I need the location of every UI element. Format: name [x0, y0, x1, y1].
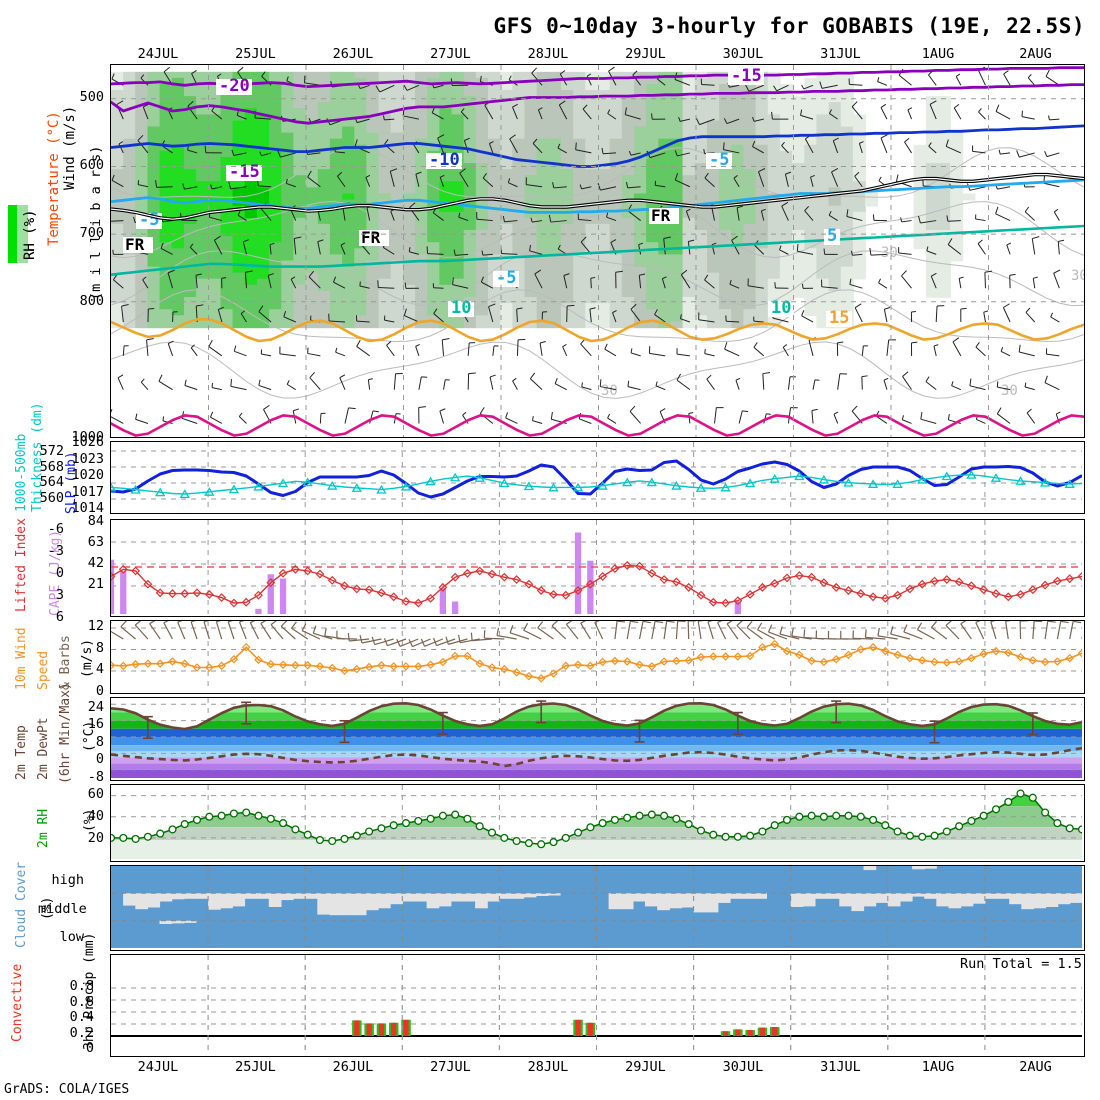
date-label-27jul: 27JUL: [430, 1059, 471, 1075]
rh-legend-swatch: [8, 205, 28, 263]
date-label-25jul: 25JUL: [235, 1059, 276, 1075]
date-label-26jul: 26JUL: [332, 1059, 374, 1075]
y-tick: 12: [87, 618, 104, 634]
svg-text:FR: FR: [361, 228, 381, 247]
svg-text:FR: FR: [125, 235, 145, 254]
date-label-29jul: 29JUL: [625, 46, 666, 62]
y-tick: 84: [87, 513, 104, 529]
panel-temp-2m: [110, 697, 1085, 781]
svg-text:-5: -5: [709, 150, 729, 170]
y-tick: 0: [85, 1040, 94, 1057]
y-tick: 0: [55, 565, 64, 581]
date-label-31jul: 31JUL: [820, 46, 861, 62]
run-total-label: Run Total = 1.5: [960, 956, 1082, 972]
credit-label: GrADS: COLA/IGES: [4, 1082, 130, 1097]
date-label-30jul: 30JUL: [722, 46, 764, 62]
y-tick: -6: [47, 521, 64, 537]
svg-text:-10: -10: [429, 150, 460, 170]
y-tick: 24: [87, 699, 104, 715]
date-label-26jul: 26JUL: [332, 46, 374, 62]
y-tick: middle: [38, 900, 87, 917]
svg-text:10: 10: [771, 298, 791, 318]
svg-text:-20: -20: [219, 76, 250, 96]
top-date-axis: 24JUL 25JUL 26JUL 27JUL 28JUL 29JUL 30JUL 31JUL…: [110, 46, 1085, 64]
date-label-24jul: 24JUL: [137, 46, 179, 62]
svg-text:30: 30: [601, 383, 618, 399]
svg-text:30: 30: [411, 223, 428, 239]
y-tick: 600: [79, 157, 104, 173]
y-tick: 1023: [71, 450, 104, 467]
panel-slp-thickness: [110, 441, 1085, 514]
svg-text:30: 30: [1071, 268, 1084, 284]
y-tick: 0.4: [69, 1009, 94, 1026]
date-label-1aug: 1AUG: [921, 1059, 955, 1075]
vertical-axis-labels: Wind (m/s) Temperature (°C) RH (%) (m i l l…: [0, 0, 110, 1100]
svg-text:-15: -15: [731, 66, 762, 86]
y-tick: 21: [87, 576, 104, 592]
y-tick: 40: [87, 808, 104, 824]
y-tick: 6: [55, 609, 64, 625]
panel-rh-2m: [110, 784, 1085, 862]
svg-text:-5: -5: [496, 268, 516, 288]
y-tick: 700: [79, 225, 104, 241]
y-tick: -8: [87, 768, 104, 785]
date-label-2aug: 2AUG: [1019, 46, 1052, 62]
panel-upper-air: 3030303030-20-15-15-10-5-5-555101015FRFR…: [110, 64, 1085, 438]
date-label-24jul: 24JUL: [137, 1059, 179, 1075]
y-tick: -3: [47, 543, 64, 559]
date-label-1aug: 1AUG: [921, 46, 955, 62]
date-label-28jul: 28JUL: [527, 46, 569, 62]
panel-cloud-cover: [110, 865, 1085, 951]
svg-text:15: 15: [829, 308, 849, 328]
svg-text:30: 30: [881, 245, 898, 261]
y-tick: 20: [87, 830, 104, 846]
y-tick: 560: [39, 489, 64, 506]
svg-text:10: 10: [451, 298, 471, 318]
bottom-date-axis: 24JUL 25JUL 26JUL 27JUL 28JUL 29JUL 30JUL 31JUL…: [110, 1059, 1085, 1079]
panel-cape-li: [110, 519, 1085, 617]
page-title: GFS 0~10day 3-hourly for GOBABIS (19E, 2…: [493, 14, 1085, 38]
date-label-31jul: 31JUL: [820, 1059, 861, 1075]
date-label-2aug: 2AUG: [1019, 1059, 1052, 1075]
svg-text:30: 30: [1001, 383, 1018, 399]
date-label-29jul: 29JUL: [625, 1059, 666, 1075]
y-tick: 1017: [71, 483, 104, 500]
y-tick: 1000: [71, 429, 104, 445]
y-tick: high: [51, 872, 84, 888]
y-tick: 564: [39, 474, 64, 490]
y-tick: 568: [39, 458, 64, 475]
svg-text:FR: FR: [651, 206, 671, 225]
y-tick: 0.6: [69, 993, 94, 1010]
svg-text:5: 5: [827, 226, 837, 246]
panel-wind-10m: [110, 620, 1085, 694]
y-tick: 0.8: [69, 978, 94, 994]
y-tick: 800: [79, 293, 104, 309]
y-tick: 8: [95, 639, 104, 656]
date-label-27jul: 27JUL: [430, 46, 471, 62]
date-label-30jul: 30JUL: [722, 1059, 764, 1075]
y-tick: 4: [95, 661, 104, 677]
panel-precip: [110, 954, 1085, 1057]
y-tick: 3: [55, 587, 64, 603]
y-tick: 0: [95, 751, 104, 768]
y-tick: 572: [39, 443, 64, 459]
y-tick: 8: [95, 733, 104, 750]
y-tick: 16: [87, 716, 104, 733]
y-tick: 42: [87, 555, 104, 571]
y-tick: low: [59, 929, 84, 946]
y-tick: 0.2: [69, 1024, 94, 1041]
date-label-25jul: 25JUL: [235, 46, 276, 62]
y-tick: 60: [87, 786, 104, 802]
y-tick: 0: [95, 682, 104, 699]
y-tick: 1020: [71, 467, 104, 484]
y-tick: 500: [79, 89, 104, 105]
y-tick: 1026: [71, 434, 104, 450]
y-tick: 1014: [71, 500, 104, 517]
date-label-28jul: 28JUL: [527, 1059, 569, 1075]
y-tick: 63: [87, 534, 104, 550]
